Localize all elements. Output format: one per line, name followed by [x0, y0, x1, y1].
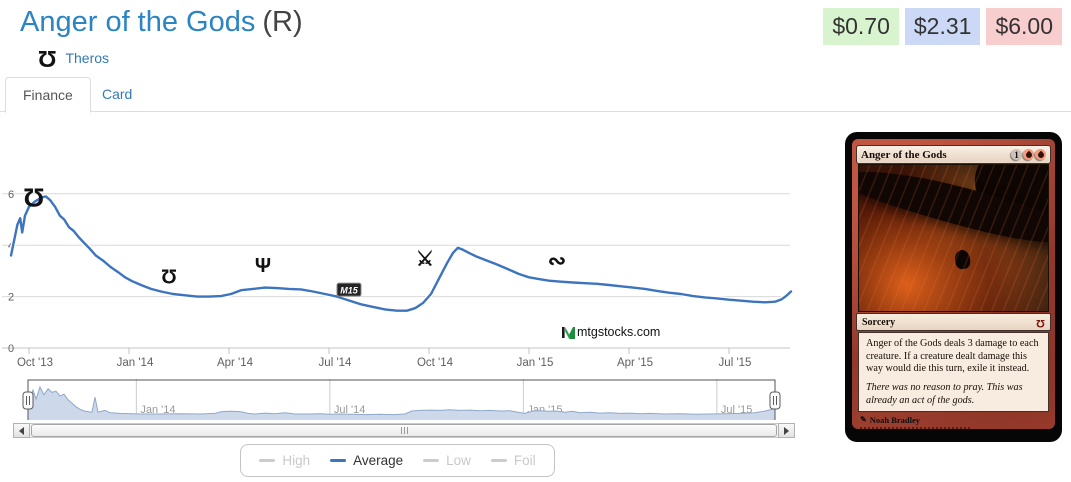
legend-item-low[interactable]: Low — [423, 453, 471, 468]
card-text-box: Anger of the Gods deals 3 damage to each… — [858, 332, 1049, 412]
x-axis-label: Jul '15 — [719, 357, 752, 369]
tab-card[interactable]: Card — [102, 86, 133, 102]
navigator-line — [27, 385, 776, 416]
flame-icon — [1024, 150, 1033, 159]
navigator-area — [28, 387, 775, 420]
average-price-line — [9, 195, 793, 312]
y-axis-label: 6 — [8, 189, 14, 201]
watermark-text: mtgstocks.com — [577, 325, 661, 339]
art-fire-rain-overlay — [859, 165, 1048, 311]
red-mana-icon — [1023, 149, 1034, 160]
scroll-left-button[interactable] — [13, 423, 30, 438]
x-axis-label: Jan '15 — [517, 357, 554, 369]
theros-set-icon: Ω — [23, 183, 44, 213]
y-axis-label: 0 — [8, 343, 14, 355]
tab-finance[interactable]: Finance — [5, 77, 91, 113]
scroll-right-button[interactable] — [778, 423, 795, 438]
navigator-date-label: Jan '14 — [140, 404, 175, 416]
copyright-strip — [860, 427, 970, 431]
card-title-bar: Anger of the Gods 1 — [856, 145, 1051, 164]
brush-icon: ✎ — [860, 415, 867, 424]
y-axis-label: 2 — [8, 292, 14, 304]
navigator-date-label: Jul '14 — [334, 404, 365, 416]
legend-line-icon — [490, 459, 507, 462]
price-badges: $0.70 $2.31 $6.00 — [823, 8, 1062, 45]
chart-legend: High Average Low Foil — [240, 444, 555, 477]
right-arrow-icon — [784, 426, 793, 435]
set-row: Ω Theros — [38, 44, 109, 72]
high-price-badge: $6.00 — [986, 8, 1062, 45]
card-flavor-text: There was no reason to pray. This was al… — [866, 381, 1023, 406]
mtgstocks-logo-icon — [562, 326, 575, 339]
flame-icon — [1036, 150, 1045, 159]
x-axis-label: Apr '14 — [217, 357, 254, 369]
card-frame: Anger of the Gods 1 Sorcery Ω Anger of t… — [852, 139, 1055, 431]
x-axis-label: Jan '14 — [117, 357, 154, 369]
artist-credit: ✎ Noah Bradley — [860, 415, 1051, 425]
left-arrow-icon — [15, 426, 24, 435]
legend-label: Average — [353, 453, 404, 468]
chart-scrollbar[interactable] — [13, 423, 795, 438]
low-price-badge: $0.70 — [823, 8, 899, 45]
card-art — [858, 164, 1049, 312]
legend-container: High Average Low Foil — [0, 444, 795, 477]
m15-set-icon: M15 — [336, 282, 362, 297]
card-set-symbol-icon: Ω — [1036, 316, 1045, 329]
artist-name: Noah Bradley — [869, 415, 920, 425]
legend-line-icon — [259, 459, 276, 462]
red-mana-icon — [1035, 149, 1046, 160]
page-title: Anger of the Gods (R) — [20, 6, 303, 39]
legend-label: Low — [446, 453, 471, 468]
card-type-bar: Sorcery Ω — [856, 313, 1051, 331]
journey-into-nyx-set-icon: Ψ — [255, 255, 271, 277]
x-axis-label: Jul '14 — [319, 357, 352, 369]
svg-text:M15: M15 — [340, 286, 359, 296]
x-axis-label: Oct '13 — [17, 357, 53, 369]
generic-mana-icon: 1 — [1011, 149, 1022, 160]
tab-bar-divider — [0, 111, 1071, 112]
scrollbar-thumb[interactable] — [31, 424, 777, 437]
card-rules-text: Anger of the Gods deals 3 damage to each… — [866, 338, 1039, 375]
average-price-badge: $2.31 — [904, 8, 981, 45]
thumb-grip-icon — [400, 427, 408, 434]
khans-of-tarkir-set-icon: ⚔ — [416, 248, 434, 270]
set-link[interactable]: Theros — [65, 50, 110, 66]
theros-set-icon: Ω — [38, 45, 57, 72]
legend-item-high[interactable]: High — [259, 453, 310, 468]
legend-label: High — [282, 453, 311, 468]
x-axis-label: Oct '14 — [417, 357, 454, 369]
born-of-the-gods-set-icon: Ʊ — [161, 266, 177, 288]
legend-label: Foil — [513, 453, 536, 468]
card-type-line: Sorcery — [862, 316, 896, 328]
navigator-right-handle[interactable] — [769, 391, 781, 410]
dragons-of-tarkir-set-icon: ∾ — [548, 248, 566, 273]
card-image: Anger of the Gods 1 Sorcery Ω Anger of t… — [845, 132, 1062, 442]
legend-item-foil[interactable]: Foil — [490, 453, 536, 468]
navigator-left-handle[interactable] — [22, 391, 34, 410]
legend-item-average[interactable]: Average — [330, 453, 403, 468]
card-name: Anger of the Gods — [861, 148, 947, 161]
legend-line-icon — [330, 459, 347, 462]
mana-cost: 1 — [1011, 149, 1046, 160]
rarity-label: (R) — [262, 6, 303, 38]
scrollbar-track[interactable] — [30, 423, 778, 438]
watermark: mtgstocks.com — [562, 325, 660, 339]
card-title-link[interactable]: Anger of the Gods — [20, 6, 256, 38]
x-axis-label: Apr '15 — [617, 357, 653, 369]
chart-navigator[interactable]: Jan '14 Jul '14 Jan '15 Jul '15 — [0, 377, 795, 423]
legend-line-icon — [423, 459, 440, 462]
